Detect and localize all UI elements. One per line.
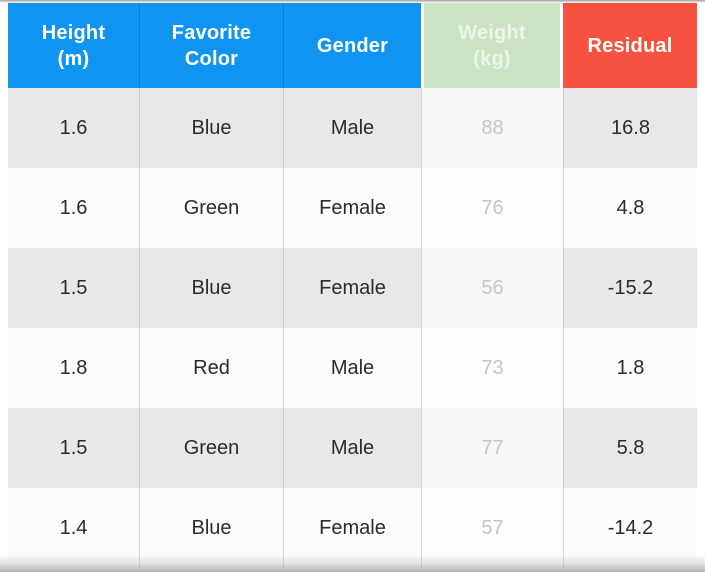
header-label-unit: (m) [57, 47, 90, 70]
table-cell: 1.8 [563, 328, 697, 408]
weight-cell: 73 [421, 328, 563, 408]
table-cell: -15.2 [563, 248, 697, 328]
table-cell: Green [139, 168, 283, 248]
table-cell: Green [139, 408, 283, 488]
table-body: 1.6 Blue Male 88 16.8 1.6 Green Female 76 4.8 1.5 B… [8, 88, 697, 568]
header-label: Favorite [171, 21, 252, 44]
table-row: 1.8 Red Male 73 1.8 [8, 328, 697, 408]
table-cell: Blue [139, 88, 283, 168]
column-header-height: Height (m) [8, 3, 139, 88]
weight-cell: 88 [421, 88, 563, 168]
weight-cell: 57 [421, 488, 563, 568]
table-cell: Female [283, 248, 421, 328]
table-cell: 1.6 [8, 88, 139, 168]
weight-cell: 77 [421, 408, 563, 488]
column-header-weight: Weight (kg) [421, 3, 563, 88]
column-header-gender: Gender [283, 3, 421, 88]
header-label: Gender [316, 34, 389, 57]
header-label-unit: (kg) [473, 47, 511, 70]
table-cell: 4.8 [563, 168, 697, 248]
header-label: Residual [587, 34, 673, 57]
table-cell: Blue [139, 488, 283, 568]
table-cell: 1.8 [8, 328, 139, 408]
table-cell: 16.8 [563, 88, 697, 168]
data-table: Height (m) Favorite Color Gender Weight … [8, 3, 697, 568]
table-cell: Male [283, 88, 421, 168]
table-cell: Red [139, 328, 283, 408]
table-row: 1.5 Green Male 77 5.8 [8, 408, 697, 488]
table-cell: Blue [139, 248, 283, 328]
table-row: 1.5 Blue Female 56 -15.2 [8, 248, 697, 328]
column-header-favorite-color: Favorite Color [139, 3, 283, 88]
table-cell: 5.8 [563, 408, 697, 488]
table-row: 1.6 Green Female 76 4.8 [8, 168, 697, 248]
table-cell: -14.2 [563, 488, 697, 568]
table-header-row: Height (m) Favorite Color Gender Weight … [8, 3, 697, 88]
table-cell: Male [283, 328, 421, 408]
table-cell: 1.5 [8, 408, 139, 488]
table-cell: 1.5 [8, 248, 139, 328]
header-label: Height [41, 21, 106, 44]
table-cell: Male [283, 408, 421, 488]
table-cell: Female [283, 168, 421, 248]
table-cell: 1.4 [8, 488, 139, 568]
header-label: Color [184, 47, 239, 70]
table-cell: 1.6 [8, 168, 139, 248]
weight-cell: 56 [421, 248, 563, 328]
header-label: Weight [458, 21, 526, 44]
table-cell: Female [283, 488, 421, 568]
column-header-residual: Residual [563, 3, 697, 88]
table-row: 1.4 Blue Female 57 -14.2 [8, 488, 697, 568]
weight-cell: 76 [421, 168, 563, 248]
table-row: 1.6 Blue Male 88 16.8 [8, 88, 697, 168]
